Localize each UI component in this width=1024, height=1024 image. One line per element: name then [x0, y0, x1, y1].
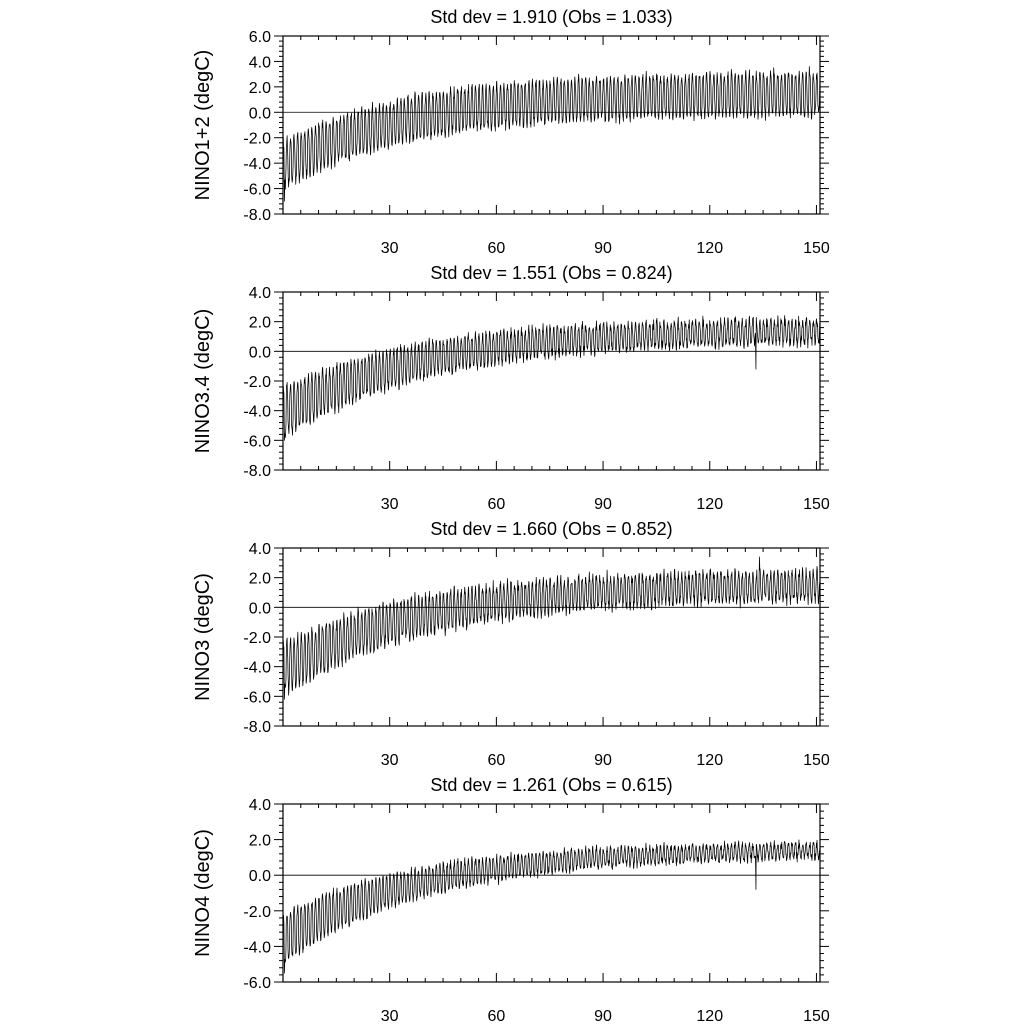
nino12-plot-frame	[282, 35, 821, 215]
nino3-ylabel: NINO3 (degC)	[192, 573, 214, 701]
nino3-plot-frame	[282, 547, 821, 727]
nino34-ylabel: NINO3.4 (degC)	[192, 309, 214, 454]
nino4-xtick-label: 90	[594, 1008, 612, 1024]
nino34-xtick-label: 120	[696, 496, 723, 513]
nino12-ytick-label: 2.0	[249, 80, 271, 97]
nino12-xtick-label: 90	[594, 240, 612, 257]
nino3-ytick-label: -6.0	[243, 689, 271, 706]
nino4-ytick-label: 0.0	[249, 868, 271, 885]
nino34-ytick-label: 0.0	[249, 344, 271, 361]
nino12-ytick-label: -2.0	[243, 131, 271, 148]
nino12-ytick-label: -8.0	[243, 207, 271, 224]
nino12-xtick-label: 120	[696, 240, 723, 257]
nino34-xtick-label: 90	[594, 496, 612, 513]
nino3-ytick-label: -4.0	[243, 660, 271, 677]
nino3-series-line	[282, 556, 821, 700]
nino3-ytick-label: 4.0	[249, 541, 271, 558]
nino4-ytick-label: -6.0	[243, 975, 271, 992]
nino3-ytick-label: -8.0	[243, 719, 271, 736]
nino4-series-line	[282, 839, 821, 974]
nino4-plot-frame	[282, 803, 821, 983]
nino12-ytick-label: -6.0	[243, 182, 271, 199]
nino12-ylabel: NINO1+2 (degC)	[192, 50, 214, 201]
nino12-title: Std dev = 1.910 (Obs = 1.033)	[430, 7, 672, 27]
nino34-xtick-label: 60	[487, 496, 505, 513]
nino4-ytick-label: -2.0	[243, 904, 271, 921]
nino4-ytick-label: -4.0	[243, 939, 271, 956]
nino4-panel: Std dev = 1.261 (Obs = 0.615) NINO4 (deg…	[192, 775, 830, 1024]
nino3-xtick-label: 150	[803, 752, 830, 769]
nino12-ytick-label: 0.0	[249, 105, 271, 122]
nino34-ytick-label: -6.0	[243, 433, 271, 450]
nino12-ytick-label: 6.0	[249, 29, 271, 46]
nino3-panel: Std dev = 1.660 (Obs = 0.852) NINO3 (deg…	[192, 519, 830, 769]
nino3-ytick-label: -2.0	[243, 630, 271, 647]
nino4-xtick-label: 120	[696, 1008, 723, 1024]
nino34-ytick-label: 2.0	[249, 315, 271, 332]
nino3-title: Std dev = 1.660 (Obs = 0.852)	[430, 519, 672, 539]
nino34-plot-frame	[282, 291, 821, 471]
nino34-ytick-label: -4.0	[243, 404, 271, 421]
nino3-ytick-label: 0.0	[249, 600, 271, 617]
nino4-ytick-label: 4.0	[249, 797, 271, 814]
nino12-ytick-label: -4.0	[243, 156, 271, 173]
nino4-xtick-label: 30	[381, 1008, 399, 1024]
nino4-ylabel: NINO4 (degC)	[192, 829, 214, 957]
nino34-xtick-label: 150	[803, 496, 830, 513]
nino4-xtick-label: 60	[487, 1008, 505, 1024]
nino12-panel: Std dev = 1.910 (Obs = 1.033) NINO1+2 (d…	[192, 7, 830, 257]
nino3-xtick-label: 60	[487, 752, 505, 769]
nino4-title: Std dev = 1.261 (Obs = 0.615)	[430, 775, 672, 795]
nino12-xtick-label: 150	[803, 240, 830, 257]
nino34-panel: Std dev = 1.551 (Obs = 0.824) NINO3.4 (d…	[192, 263, 830, 513]
nino12-xtick-label: 60	[487, 240, 505, 257]
nino34-xtick-label: 30	[381, 496, 399, 513]
nino34-ytick-label: -8.0	[243, 463, 271, 480]
nino34-title: Std dev = 1.551 (Obs = 0.824)	[430, 263, 672, 283]
nino4-ytick-label: 2.0	[249, 833, 271, 850]
nino34-ytick-label: 4.0	[249, 285, 271, 302]
nino34-ytick-label: -2.0	[243, 374, 271, 391]
nino12-series-line	[282, 66, 821, 202]
nino3-xtick-label: 90	[594, 752, 612, 769]
nino3-ytick-label: 2.0	[249, 571, 271, 588]
nino12-xtick-label: 30	[381, 240, 399, 257]
nino3-xtick-label: 120	[696, 752, 723, 769]
nino3-xtick-label: 30	[381, 752, 399, 769]
nino4-xtick-label: 150	[803, 1008, 830, 1024]
nino34-series-line	[282, 315, 821, 441]
nino12-ytick-label: 4.0	[249, 54, 271, 71]
